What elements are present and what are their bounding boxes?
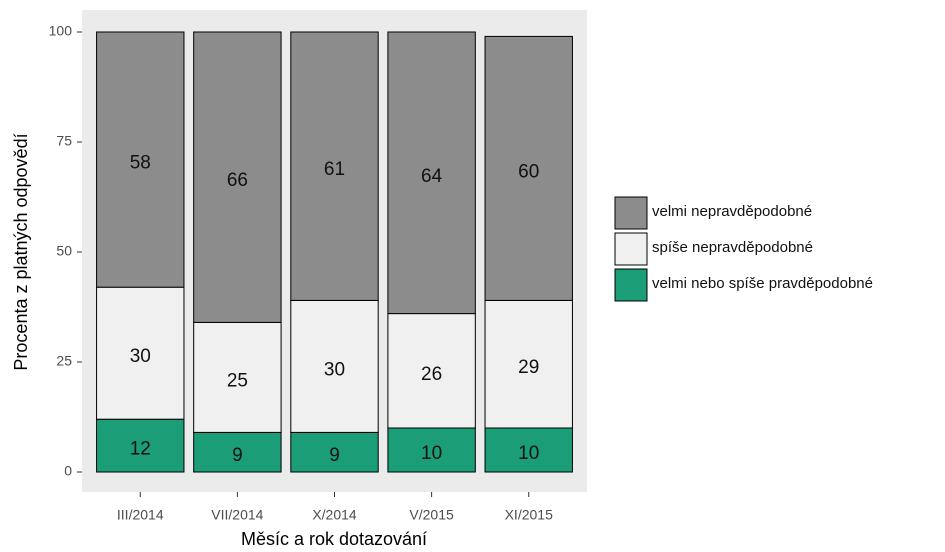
legend-key [614, 232, 648, 266]
value-label: 26 [421, 364, 442, 385]
y-axis-title: Procenta z platných odpovědí [11, 133, 31, 370]
value-label: 30 [324, 359, 345, 380]
value-label: 10 [518, 443, 539, 464]
value-label: 30 [130, 346, 151, 367]
legend-label: velmi nebo spíše pravděpodobné [652, 275, 873, 292]
x-tick-label: V/2015 [409, 507, 454, 523]
x-tick-label: III/2014 [117, 507, 164, 523]
bar-segment [387, 427, 476, 473]
bar-segment [96, 418, 185, 473]
y-tick-label: 25 [56, 353, 72, 369]
bar-segment [290, 299, 379, 433]
bar-segment [193, 31, 282, 323]
y-tick-label: 75 [56, 133, 72, 149]
x-tick-label: VII/2014 [211, 507, 263, 523]
value-label: 29 [518, 357, 539, 378]
legend-label: spíše nepravděpodobné [652, 239, 813, 256]
bar-segment [193, 431, 282, 473]
legend-key [614, 196, 648, 230]
value-label: 9 [329, 445, 340, 466]
value-label: 60 [518, 161, 539, 182]
value-label: 66 [227, 170, 248, 191]
x-axis-title: Měsíc a rok dotazování [241, 529, 427, 549]
value-label: 61 [324, 159, 345, 180]
bar-segment [484, 35, 573, 301]
x-tick-label: X/2014 [312, 507, 357, 523]
bar-segment [484, 299, 573, 429]
bar-segment [96, 286, 185, 420]
y-tick-label: 100 [49, 23, 73, 39]
bar-segment [193, 321, 282, 433]
value-label: 9 [232, 445, 243, 466]
value-label: 64 [421, 166, 443, 187]
value-label: 58 [130, 153, 151, 174]
bar-segment [96, 31, 185, 288]
bar-segment [290, 31, 379, 301]
bar-segment [484, 427, 573, 473]
legend-key [614, 268, 648, 302]
y-tick-label: 50 [56, 243, 72, 259]
value-label: 12 [130, 439, 151, 460]
bar-segment [387, 313, 476, 429]
value-label: 10 [421, 443, 442, 464]
bar-segment [387, 31, 476, 315]
legend-label: velmi nepravděpodobné [652, 203, 812, 220]
value-label: 25 [227, 370, 248, 391]
y-tick-label: 0 [64, 463, 72, 479]
x-tick-label: XI/2015 [505, 507, 553, 523]
